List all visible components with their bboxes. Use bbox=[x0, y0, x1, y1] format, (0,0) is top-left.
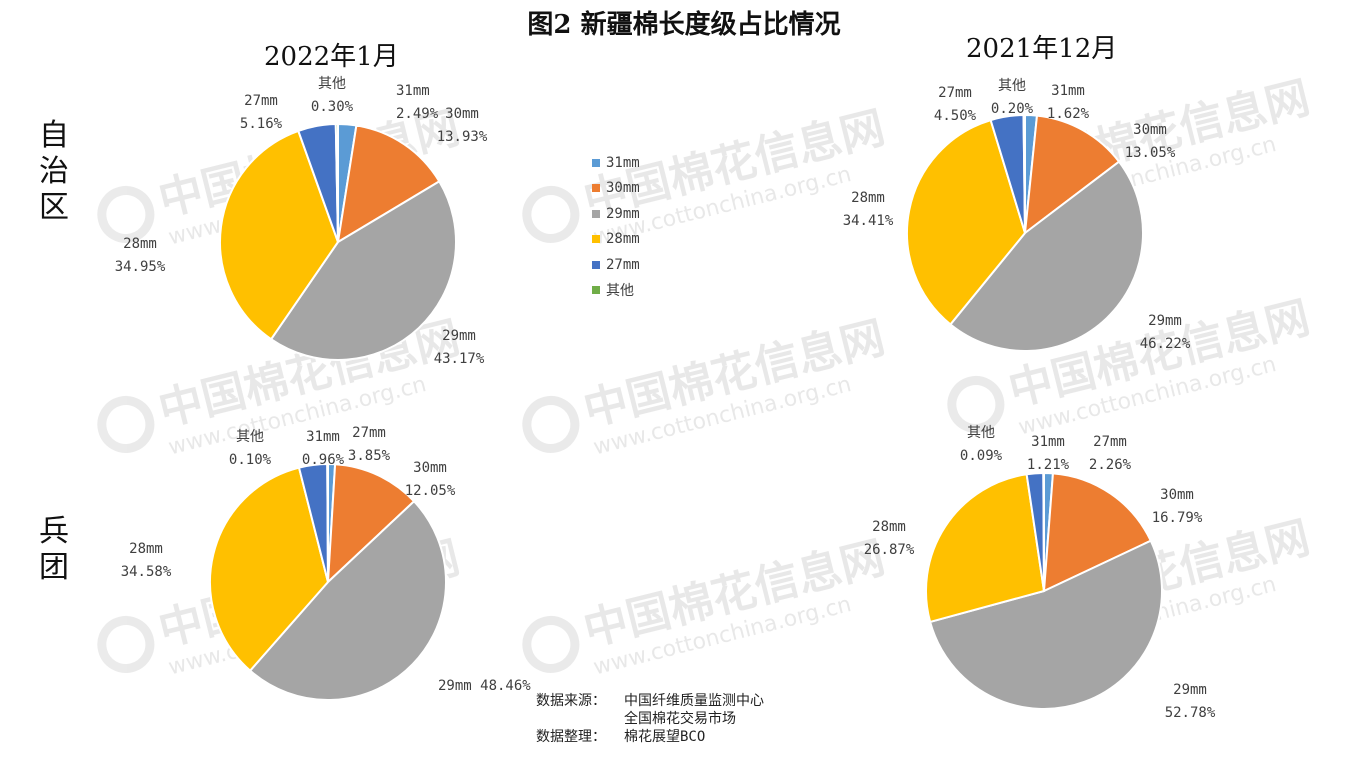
pie-slice bbox=[326, 462, 329, 583]
data-label-value: 34.58% bbox=[121, 564, 172, 580]
data-label-value: 52.78% bbox=[1165, 705, 1216, 721]
data-label-value: 0.96% bbox=[302, 452, 345, 468]
legend-label: 29mm bbox=[606, 205, 640, 222]
data-label-category: 30mm bbox=[445, 106, 479, 122]
data-label-category: 31mm bbox=[306, 429, 340, 445]
legend-swatch bbox=[592, 235, 600, 244]
data-label-value: 2.26% bbox=[1089, 457, 1132, 473]
data-label-category: 其他 bbox=[236, 429, 264, 445]
column-title-2022-01: 2022年1月 bbox=[264, 42, 399, 72]
pie-slice bbox=[248, 499, 447, 701]
column-title-2021-12: 2021年12月 bbox=[966, 34, 1118, 64]
data-label-value: 0.10% bbox=[229, 452, 272, 468]
data-label-value: 3.85% bbox=[348, 448, 391, 464]
data-label-category: 27mm bbox=[352, 425, 386, 441]
pie-slice bbox=[906, 118, 1027, 326]
legend-item: 其他 bbox=[592, 278, 640, 304]
data-label-category: 28mm bbox=[123, 236, 157, 252]
legend-item: 31mm bbox=[592, 150, 640, 176]
pie-slice bbox=[1023, 114, 1121, 236]
compiler-label: 数据整理： bbox=[536, 729, 606, 745]
data-label-category: 27mm bbox=[938, 85, 972, 101]
data-label-category: 31mm bbox=[396, 83, 430, 99]
data-label-value: 43.17% bbox=[434, 351, 485, 367]
data-label-value: 2.49% bbox=[396, 106, 439, 122]
data-label-value: 0.20% bbox=[991, 101, 1034, 117]
pie-slice bbox=[1042, 471, 1045, 592]
legend-item: 27mm bbox=[592, 252, 640, 278]
legend-swatch bbox=[592, 209, 600, 218]
data-label-value: 1.62% bbox=[1047, 106, 1090, 122]
row-label-corps: 兵团 bbox=[39, 514, 69, 585]
source-line-2: 全国棉花交易市场 bbox=[624, 711, 736, 727]
legend-swatch bbox=[592, 286, 600, 295]
pie-slice bbox=[209, 466, 330, 673]
pie-slice bbox=[219, 129, 340, 341]
source-line-1: 中国纤维质量监测中心 bbox=[624, 693, 764, 709]
legend-item: 30mm bbox=[592, 176, 640, 202]
pie-slice bbox=[925, 473, 1046, 624]
data-label-category: 其他 bbox=[318, 76, 346, 92]
legend-label: 其他 bbox=[606, 283, 634, 300]
data-label: 29mm 48.46% bbox=[438, 678, 531, 694]
data-label-value: 46.22% bbox=[1140, 336, 1191, 352]
row-label-region: 自治区 bbox=[39, 118, 69, 225]
data-label-category: 28mm bbox=[129, 541, 163, 557]
pie-slice bbox=[928, 539, 1163, 710]
data-label-value: 5.16% bbox=[240, 116, 283, 132]
data-label-category: 30mm bbox=[1133, 122, 1167, 138]
data-label-value: 13.93% bbox=[437, 129, 488, 145]
data-source: 数据来源： 中国纤维质量监测中心 全国棉花交易市场 数据整理： 棉花展望BCO bbox=[536, 692, 764, 746]
legend-label: 30mm bbox=[606, 180, 640, 197]
data-label-category: 其他 bbox=[998, 78, 1026, 94]
data-label-value: 34.41% bbox=[843, 213, 894, 229]
source-label: 数据来源： bbox=[536, 693, 606, 709]
data-label-value: 1.21% bbox=[1027, 457, 1070, 473]
data-label-value: 0.09% bbox=[960, 448, 1003, 464]
data-label-category: 28mm bbox=[872, 519, 906, 535]
legend-item: 29mm bbox=[592, 201, 640, 227]
data-label-value: 13.05% bbox=[1125, 145, 1176, 161]
pie-slice bbox=[1022, 113, 1026, 234]
data-label-value: 16.79% bbox=[1152, 510, 1203, 526]
legend-label: 27mm bbox=[606, 256, 640, 273]
legend-swatch bbox=[592, 260, 600, 269]
legend-label: 31mm bbox=[606, 154, 640, 171]
legend-swatch bbox=[592, 184, 600, 193]
pie-slice bbox=[1042, 472, 1153, 593]
legend-item: 28mm bbox=[592, 227, 640, 253]
legend-label: 28mm bbox=[606, 231, 640, 248]
pie-slice bbox=[326, 463, 416, 585]
pie-slice bbox=[949, 160, 1144, 353]
data-label-category: 30mm bbox=[413, 460, 447, 476]
data-label-category: 29mm bbox=[1148, 313, 1182, 329]
data-label-category: 29mm bbox=[442, 328, 476, 344]
data-label-category: 27mm bbox=[244, 93, 278, 109]
data-label-value: 34.95% bbox=[115, 259, 166, 275]
data-label-value: 26.87% bbox=[864, 542, 915, 558]
data-label-value: 4.50% bbox=[934, 108, 977, 124]
pie-slice bbox=[334, 122, 339, 243]
data-label-category: 其他 bbox=[967, 425, 995, 441]
data-label-value: 12.05% bbox=[405, 483, 456, 499]
data-label-category: 30mm bbox=[1160, 487, 1194, 503]
data-label-category: 28mm bbox=[851, 190, 885, 206]
pie-slice bbox=[336, 124, 441, 244]
legend: 31mm 30mm 29mm 28mm 27mm 其他 bbox=[592, 150, 640, 303]
data-label-category: 31mm bbox=[1051, 83, 1085, 99]
pie-slice bbox=[269, 180, 457, 362]
data-label-value: 0.30% bbox=[311, 99, 354, 115]
chart-title: 图2 新疆棉长度级占比情况 bbox=[527, 10, 841, 40]
data-label-category: 27mm bbox=[1093, 434, 1127, 450]
data-label-category: 29mm bbox=[1173, 682, 1207, 698]
legend-swatch bbox=[592, 158, 600, 167]
compiler-name: 棉花展望BCO bbox=[624, 729, 706, 745]
data-label-category: 31mm bbox=[1031, 434, 1065, 450]
